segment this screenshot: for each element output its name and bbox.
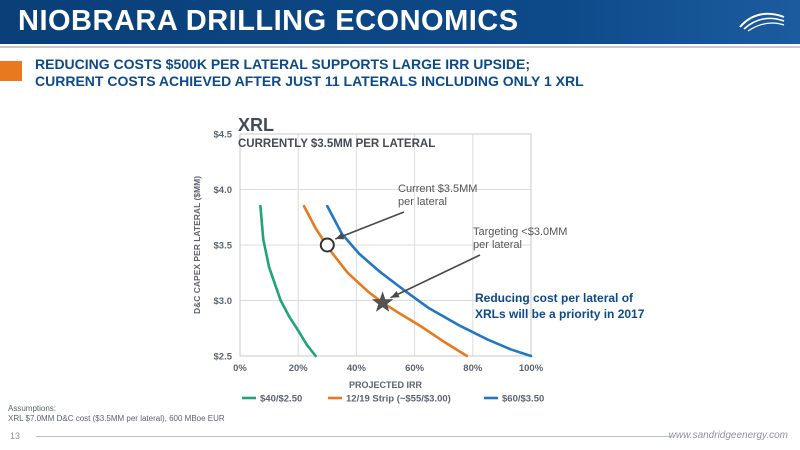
y-tick-label: $3.0	[214, 296, 233, 307]
orange-accent-bar	[0, 61, 22, 81]
page-title: NIOBRARA DRILLING ECONOMICS	[18, 5, 519, 37]
annotation-current-line1: Current $3.5MM	[398, 183, 477, 195]
legend-label: $40/$2.50	[260, 394, 302, 405]
company-logo-icon	[739, 12, 785, 32]
plot-area	[239, 133, 532, 357]
assumptions-label: Assumptions:	[8, 404, 57, 413]
target-cost-star-marker	[371, 291, 394, 312]
header-divider	[0, 46, 800, 48]
x-tick-label: 0%	[233, 363, 247, 374]
y-axis-title: D&C CAPEX PER LATERAL ($MM)	[192, 176, 202, 314]
title-banner: NIOBRARA DRILLING ECONOMICS	[0, 0, 800, 44]
page-number: 13	[10, 431, 21, 441]
annotation-priority-line2: XRLs will be a priority in 2017	[475, 307, 645, 321]
annotation-target-arrow-head	[390, 291, 400, 298]
x-tick-label: 20%	[289, 363, 309, 374]
website-link[interactable]: www.sandridgeenergy.com	[668, 430, 788, 441]
annotation-priority-line1: Reducing cost per lateral of	[475, 291, 634, 305]
annotation-current-arrow	[335, 211, 405, 240]
series-line-0	[259, 204, 317, 358]
footer-divider	[36, 436, 672, 437]
series-line-1	[302, 204, 469, 358]
slide-subtitle: REDUCING COSTS $500K PER LATERAL SUPPORT…	[35, 56, 584, 90]
y-tick-label: $4.5	[214, 130, 233, 141]
legend-label: $60/$3.50	[502, 394, 544, 405]
current-cost-circle-marker	[319, 237, 335, 253]
chart-axes: 0% 20% 40% 60% 80% 100% $2.5 $3.0 $3.5 $4.0 $4.5 PR…	[192, 130, 544, 391]
legend-label: 12/19 Strip (~$55/$3.00)	[346, 394, 451, 405]
annotation-current-line2: per lateral	[398, 196, 447, 208]
chart-labels: XRL CURRENTLY $3.5MM PER LATERAL Current $…	[238, 115, 645, 405]
assumptions-text: XRL $7.0MM D&C cost ($3.5MM per lateral)…	[8, 414, 225, 423]
chart-subtitle: CURRENTLY $3.5MM PER LATERAL	[238, 138, 435, 150]
y-tick-label: $2.5	[214, 352, 233, 363]
chart-title: XRL	[238, 115, 274, 135]
annotation-current-arrow-head	[335, 232, 345, 240]
annotation-target-arrow	[390, 254, 481, 299]
x-axis-title: PROJECTED IRR	[349, 380, 423, 390]
y-tick-label: $3.5	[214, 241, 233, 252]
annotation-target-line1: Targeting <$3.0MM	[473, 226, 567, 238]
x-tick-label: 40%	[347, 363, 367, 374]
x-tick-label: 100%	[519, 363, 544, 374]
subtitle-line-2: CURRENT COSTS ACHIEVED AFTER JUST 11 LAT…	[35, 73, 584, 89]
subtitle-line-1: REDUCING COSTS $500K PER LATERAL SUPPORT…	[35, 56, 530, 72]
series-line-2	[326, 204, 533, 358]
y-tick-label: $4.0	[214, 185, 233, 196]
x-tick-label: 60%	[405, 363, 425, 374]
x-tick-label: 80%	[463, 363, 483, 374]
chart-markers	[319, 237, 394, 312]
annotation-target-line2: per lateral	[473, 239, 522, 251]
